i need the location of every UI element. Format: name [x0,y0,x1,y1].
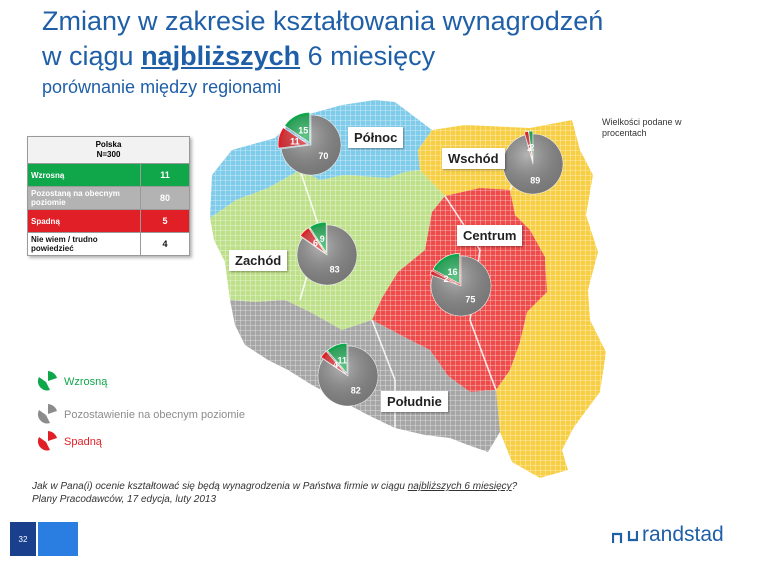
pie-2 [296,221,358,286]
page-subtitle: porównanie między regionami [42,77,282,97]
pie-shading [281,115,341,175]
table-row: Pozostaną na obecnym poziomie 80 [27,186,190,210]
summary-table-polska: Polska N=300 Wzrosną 11 Pozostaną na obecn… [27,136,190,256]
pie-value-label-decrease: 6 [313,238,318,248]
row-value: 4 [140,232,190,256]
footer-question-underlined: najbliższych 6 miesięcy [407,481,512,492]
pie-value-label-increase: 15 [298,125,308,135]
pie-value-label-same: 70 [318,151,328,161]
pie-shading [318,346,378,406]
row-label: Spadną [27,209,141,233]
table-row: Spadną 5 [27,209,190,233]
pie-value-label-increase: 9 [320,234,325,244]
internal-boundary [371,319,396,428]
pie-value-label-decrease: 4 [333,360,338,370]
footer-question: Jak w Pana(i) ocenie kształtować się będ… [32,480,517,493]
pie-value-label-same: 75 [465,295,475,305]
pie-0 [277,112,342,176]
footer-question-post: ? [511,481,518,492]
page-title-line2: w ciągu najbliższych 6 miesięcy [42,41,435,71]
pie-slice-gray-icon [37,404,57,424]
row-value: 80 [140,186,190,210]
pie-3 [429,253,492,317]
title-highlight: najbliższych [141,41,301,71]
row-label: Nie wiem / trudno powiedzieć [27,232,141,256]
pie-value-label-increase: 2 [529,143,534,153]
pie-value-label-same: 82 [351,386,361,396]
row-label: Pozostaną na obecnym poziomie [27,186,141,210]
row-value: 5 [140,209,190,233]
page-title-line1: Zmiany w zakresie kształtowania wynagrod… [42,6,604,36]
legend-label: Wzrosną [64,376,108,388]
brand-name: randstad [642,523,724,546]
region-label-centrum: Centrum [457,225,523,246]
summary-table-header: Polska N=300 [27,136,190,164]
region-label-wschod: Wschód [442,148,505,169]
region-label-polnoc: Północ [348,127,404,148]
pie-value-label-decrease: 2 [443,274,448,284]
row-value: 11 [140,163,190,187]
table-row: Wzrosną 11 [27,163,190,187]
pie-4 [317,342,379,407]
pie-1 [502,130,564,195]
legend-label: Pozostawienie na obecnym poziomie [64,409,245,421]
legend-label: Spadną [64,436,102,448]
pie-shading [431,256,491,316]
pie-slice-red-icon [37,431,57,451]
footer-source: Jak w Pana(i) ocenie kształtować się będ… [32,480,517,506]
pie-value-label-same: 89 [530,175,540,185]
footer-source-text: Plany Pracodawców, 17 edycja, luty 2013 [32,494,216,505]
footer-question-pre: Jak w Pana(i) ocenie kształtować się będ… [32,481,408,492]
pie-value-label-increase: 11 [337,356,347,366]
region-label-zachod: Zachód [229,250,288,271]
region-label-poludnie: Południe [381,391,448,412]
pie-slice-green-icon [37,371,57,391]
pie-shading [297,225,357,285]
title-text-post: 6 miesięcy [300,41,436,71]
title-text-pre: w ciągu [42,41,142,71]
row-label: Wzrosną [27,163,141,187]
pie-value-label-same: 83 [330,265,340,275]
units-note: Wielkości podane w procentach [602,117,682,138]
pie-shading [503,134,563,194]
page-accent-bar [38,522,78,556]
table-row: Nie wiem / trudno powiedzieć 4 [27,232,190,256]
pie-value-label-decrease: 11 [290,136,300,146]
page-number: 32 [10,522,36,556]
pie-value-label-increase: 16 [448,267,458,277]
summary-header-country: Polska [95,140,122,149]
pie-value-label-decrease: 2 [527,143,532,153]
summary-header-sample: N=300 [96,150,121,159]
randstad-logo-icon [612,531,638,543]
